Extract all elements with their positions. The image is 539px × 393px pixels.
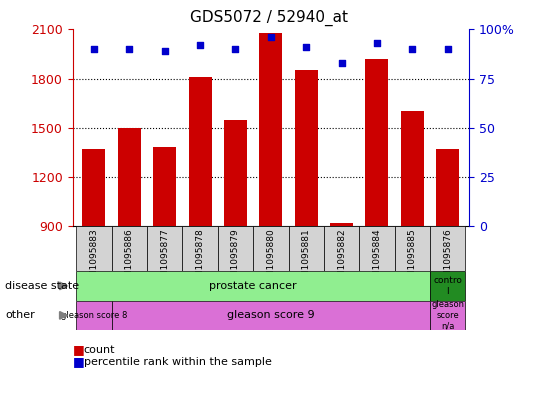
- Bar: [77, 271, 430, 301]
- Bar: [153, 147, 176, 226]
- Text: GSM1095877: GSM1095877: [160, 228, 169, 289]
- Point: [89, 46, 98, 52]
- Text: ■: ■: [73, 343, 85, 356]
- Text: GSM1095880: GSM1095880: [266, 228, 275, 289]
- Text: percentile rank within the sample: percentile rank within the sample: [84, 356, 272, 367]
- Bar: [182, 226, 218, 271]
- Bar: [295, 70, 317, 226]
- Bar: [365, 59, 389, 226]
- Point: [161, 48, 169, 54]
- Text: GSM1095876: GSM1095876: [443, 228, 452, 289]
- Text: gleason score 9: gleason score 9: [227, 310, 315, 320]
- Text: prostate cancer: prostate cancer: [209, 281, 297, 291]
- Text: GSM1095882: GSM1095882: [337, 228, 346, 289]
- Point: [337, 60, 346, 66]
- Text: other: other: [5, 310, 35, 320]
- Text: ■: ■: [73, 355, 85, 368]
- Bar: [395, 226, 430, 271]
- Bar: [218, 226, 253, 271]
- Text: GSM1095879: GSM1095879: [231, 228, 240, 289]
- Point: [125, 46, 134, 52]
- Bar: [112, 301, 430, 330]
- Bar: [288, 226, 324, 271]
- Bar: [401, 111, 424, 226]
- Bar: [430, 226, 465, 271]
- Point: [372, 40, 381, 46]
- Text: GDS5072 / 52940_at: GDS5072 / 52940_at: [190, 10, 349, 26]
- Point: [302, 44, 310, 50]
- Bar: [324, 226, 360, 271]
- Bar: [430, 271, 465, 301]
- Bar: [253, 226, 288, 271]
- Point: [196, 42, 204, 48]
- Text: contro
l: contro l: [433, 276, 462, 296]
- Text: GSM1095885: GSM1095885: [408, 228, 417, 289]
- Text: GSM1095878: GSM1095878: [196, 228, 205, 289]
- Bar: [330, 223, 353, 226]
- Point: [267, 34, 275, 40]
- Bar: [360, 226, 395, 271]
- Bar: [436, 149, 459, 226]
- Bar: [77, 226, 112, 271]
- Bar: [82, 149, 106, 226]
- Text: gleason
score
n/a: gleason score n/a: [431, 301, 464, 330]
- Bar: [77, 301, 112, 330]
- Text: count: count: [84, 345, 115, 355]
- Point: [408, 46, 417, 52]
- Text: GSM1095883: GSM1095883: [89, 228, 99, 289]
- Bar: [147, 226, 182, 271]
- Bar: [224, 119, 247, 226]
- Bar: [259, 33, 282, 226]
- Text: GSM1095884: GSM1095884: [372, 228, 382, 289]
- Text: disease state: disease state: [5, 281, 80, 291]
- Bar: [112, 226, 147, 271]
- Bar: [118, 128, 141, 226]
- Point: [231, 46, 240, 52]
- Text: GSM1095886: GSM1095886: [125, 228, 134, 289]
- Bar: [189, 77, 212, 226]
- Text: gleason score 8: gleason score 8: [61, 311, 127, 320]
- Point: [444, 46, 452, 52]
- Text: GSM1095881: GSM1095881: [302, 228, 310, 289]
- Bar: [430, 301, 465, 330]
